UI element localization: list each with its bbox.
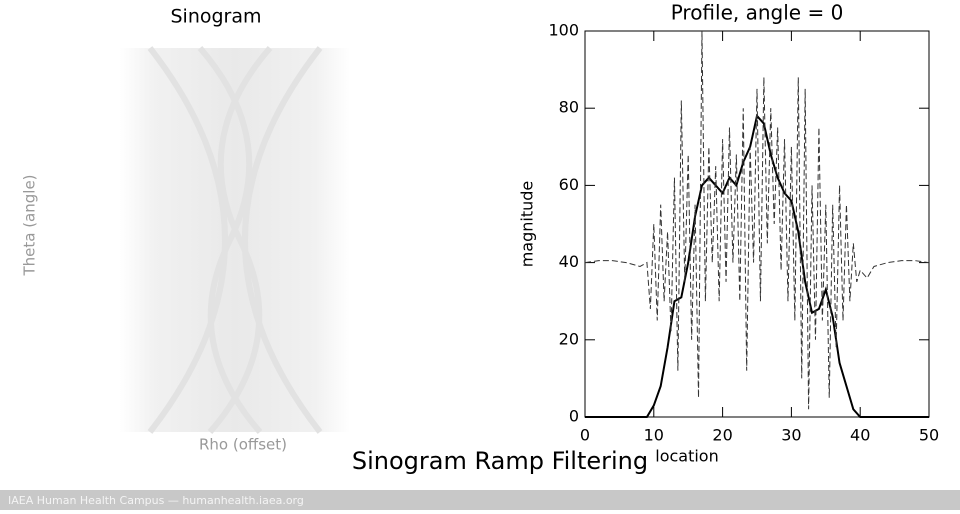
x-axis-label: location xyxy=(655,447,718,466)
y-tick-label: 100 xyxy=(548,21,579,40)
y-axis-label: magnitude xyxy=(518,181,537,268)
x-tick-label: 20 xyxy=(712,426,732,445)
data-line xyxy=(584,30,930,410)
x-tick-label: 30 xyxy=(781,426,801,445)
y-tick-label: 40 xyxy=(559,252,579,271)
x-tick-label: 40 xyxy=(850,426,870,445)
x-tick-label: 0 xyxy=(580,426,590,445)
x-tick-label: 10 xyxy=(644,426,664,445)
y-tick-label: 60 xyxy=(559,175,579,194)
sinogram-x-label: Rho (offset) xyxy=(199,436,287,454)
x-tick-label: 50 xyxy=(919,426,939,445)
y-tick-label: 20 xyxy=(559,329,579,348)
y-tick-label: 80 xyxy=(559,98,579,117)
chart: Profile, angle = 0 location magnitude 0 20 40… xyxy=(518,1,940,466)
caption: Sinogram Ramp Filtering xyxy=(352,447,648,475)
sinogram-title: Sinogram xyxy=(170,6,261,28)
chart-title: Profile, angle = 0 xyxy=(671,1,844,25)
sinogram-y-label: Theta (angle) xyxy=(21,174,39,276)
footer-text: IAEA Human Health Campus — humanhealth.i… xyxy=(8,494,304,507)
y-tick-label: 0 xyxy=(569,407,579,426)
plot-frame xyxy=(584,30,930,418)
data-line xyxy=(585,113,929,418)
footer-bar xyxy=(0,490,960,510)
sinogram-image xyxy=(120,46,350,434)
